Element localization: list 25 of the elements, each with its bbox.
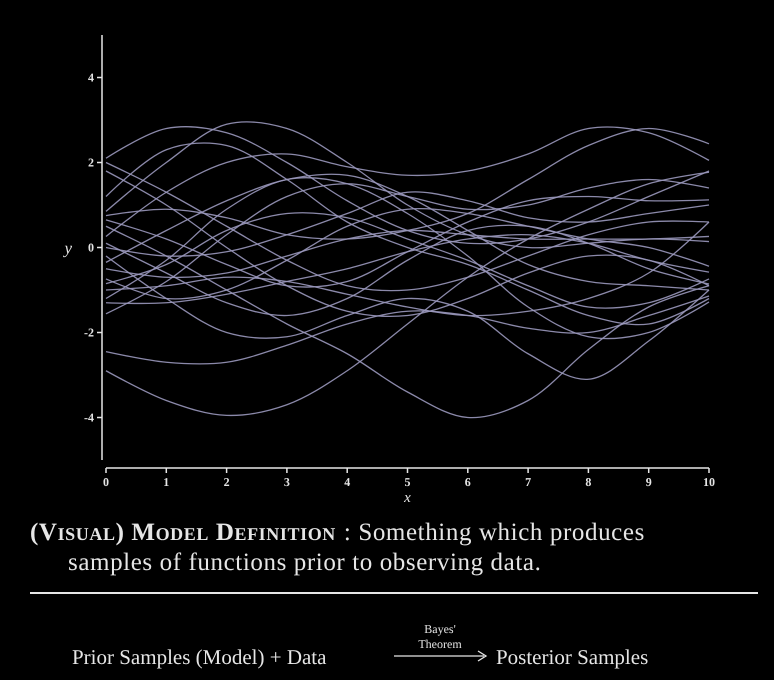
y-tick-label: 0	[88, 240, 94, 255]
y-tick-label: -2	[84, 326, 94, 340]
text: Bayes'	[424, 622, 456, 636]
x-tick-label: 8	[585, 475, 592, 489]
text: Prior Samples (Model) + Data	[72, 645, 328, 669]
text: samples of functions prior to observing data.	[68, 549, 542, 576]
x-axis-title: x	[403, 490, 412, 506]
y-tick-label: -4	[84, 410, 94, 425]
x-tick-label: 3	[284, 475, 290, 489]
text: Posterior Samples	[496, 645, 648, 669]
y-tick-label: 2	[88, 156, 94, 170]
x-tick-label: 0	[103, 475, 109, 489]
x-tick-label: 6	[464, 475, 471, 489]
x-tick-label: 7	[525, 475, 532, 489]
x-tick-label: 4	[344, 475, 350, 489]
y-axis-title: y	[62, 238, 72, 258]
x-tick-label: 9	[646, 475, 652, 489]
text: : Something which produces	[344, 519, 645, 546]
x-tick-label: 2	[224, 475, 230, 489]
x-tick-label: 5	[404, 475, 410, 489]
text: Theorem	[418, 637, 462, 651]
text: (Visual) Model Definition	[30, 519, 336, 546]
y-tick-label: 4	[88, 70, 94, 85]
x-tick-label: 1	[163, 475, 170, 489]
x-tick-label: 10	[703, 475, 715, 489]
